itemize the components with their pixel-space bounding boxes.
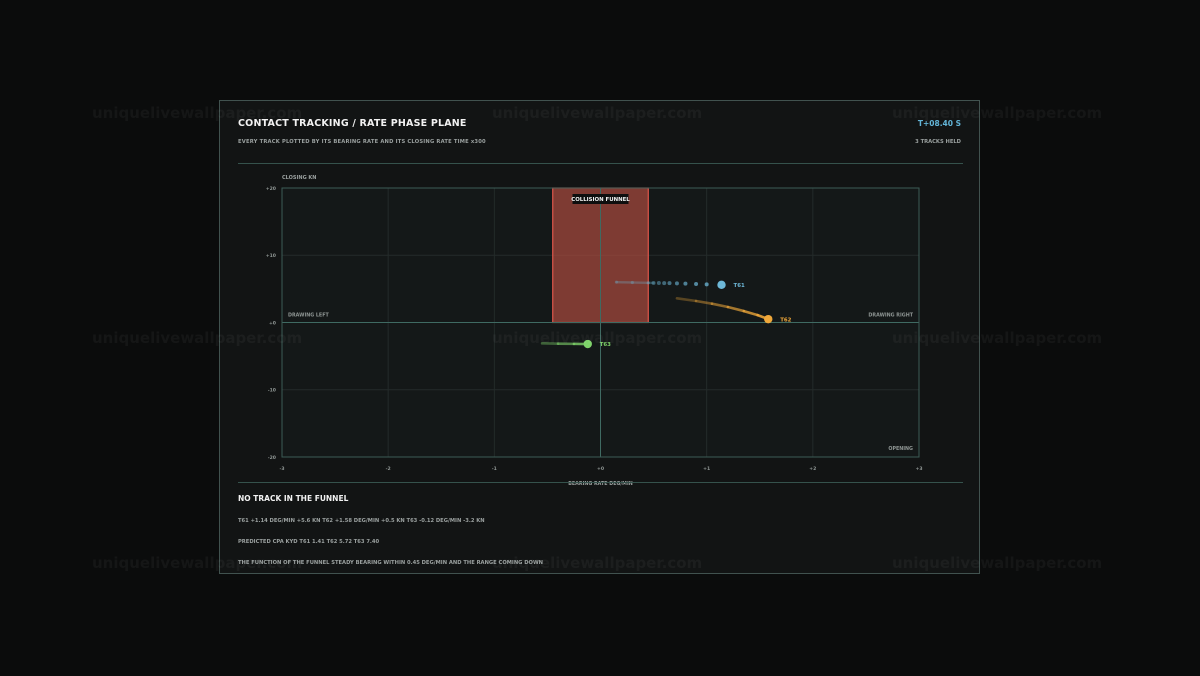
- x-tick-label: +2: [809, 466, 816, 472]
- phase-plane-panel: CONTACT TRACKING / RATE PHASE PLANE EVER…: [219, 100, 980, 574]
- y-tick-label: +0: [269, 320, 276, 326]
- funnel-label-background: [572, 194, 629, 204]
- phase-plane-chart: COLLISION FUNNEL -3 -2 -1 +0 +1 +2 +3 +20 +10 +0 -1…: [266, 175, 923, 487]
- watermark-text: uniquelivewallpaper.com: [92, 329, 302, 347]
- footer-divider: [238, 482, 963, 483]
- y-tick-label: -10: [268, 388, 276, 394]
- track-trail-point-t61: [651, 280, 656, 285]
- track-trail-point-t61: [704, 282, 709, 287]
- funnel-note: THE FUNCTION OF THE FUNNEL STEADY BEARIN…: [238, 560, 544, 566]
- region-label-left: DRAWING LEFT: [288, 313, 329, 319]
- watermark-text: uniquelivewallpaper.com: [492, 104, 702, 122]
- region-label-right: DRAWING RIGHT: [868, 313, 913, 319]
- track-trail-point-t61: [662, 281, 667, 286]
- track-trail-point-t61: [630, 280, 634, 285]
- y-tick-label: +10: [266, 253, 276, 259]
- track-label-t62: T62: [780, 317, 791, 323]
- x-tick-label: +0: [597, 466, 604, 472]
- track-trail-point-t61: [656, 281, 661, 286]
- track-trail-point-t61: [674, 281, 679, 286]
- plot-frame: [281, 187, 920, 458]
- x-tick-label: -2: [386, 466, 391, 472]
- watermark-text: uniquelivewallpaper.com: [492, 329, 702, 347]
- y-tick-label: -20: [268, 455, 276, 461]
- time-readout: T+08.40 S: [917, 119, 961, 128]
- watermark-text: uniquelivewallpaper.com: [92, 104, 302, 122]
- x-tick-label: +1: [703, 466, 710, 472]
- track-label-t61: T61: [734, 283, 745, 289]
- track-trail-t61: [615, 280, 655, 285]
- track-label-t63: T63: [600, 342, 611, 348]
- track-count: 3 TRACKS HELD: [915, 139, 961, 145]
- cpa-readout: PREDICTED CPA KYD T61 1.41 T62 5.72 T63 …: [238, 539, 380, 545]
- track-marker-t61: [717, 280, 726, 290]
- funnel-label: COLLISION FUNNEL: [571, 197, 630, 203]
- track-trail-t62: [675, 296, 698, 303]
- track-trail-point-t61: [646, 281, 650, 285]
- page-title: CONTACT TRACKING / RATE PHASE PLANE: [238, 118, 467, 129]
- x-tick-label: +3: [915, 466, 922, 472]
- track-trail-t62: [726, 305, 746, 313]
- x-axis-label: BEARING RATE DEG/MIN: [568, 481, 633, 487]
- track-trail-point-t61: [614, 280, 619, 284]
- track-trail-t62: [694, 299, 714, 305]
- track-trail-point-t61: [694, 282, 699, 287]
- y-axis-label: CLOSING KN: [282, 175, 316, 181]
- track-trail-point-t61: [667, 281, 672, 286]
- x-tick-label: -3: [279, 466, 284, 472]
- track-trail-t62: [742, 309, 759, 317]
- track-marker-t63: [583, 339, 592, 349]
- header-divider: [238, 163, 963, 164]
- track-marker-t62: [764, 314, 773, 324]
- watermark-text: uniquelivewallpaper.com: [892, 104, 1102, 122]
- watermark-text: uniquelivewallpaper.com: [892, 554, 1102, 572]
- track-trail-t62: [710, 302, 730, 309]
- region-label-opening: OPENING: [888, 446, 913, 452]
- page-subtitle: EVERY TRACK PLOTTED BY ITS BEARING RATE …: [238, 139, 486, 145]
- watermark-text: uniquelivewallpaper.com: [492, 554, 702, 572]
- x-tick-label: -1: [492, 466, 497, 472]
- watermark-text: uniquelivewallpaper.com: [92, 554, 302, 572]
- rate-readout: T61 +1.14 DEG/MIN +5.6 KN T62 +1.58 DEG/…: [238, 518, 485, 524]
- track-trail-point-t61: [683, 281, 688, 286]
- y-tick-label: +20: [266, 186, 276, 192]
- funnel-status: NO TRACK IN THE FUNNEL: [238, 494, 349, 503]
- watermark-text: uniquelivewallpaper.com: [892, 329, 1102, 347]
